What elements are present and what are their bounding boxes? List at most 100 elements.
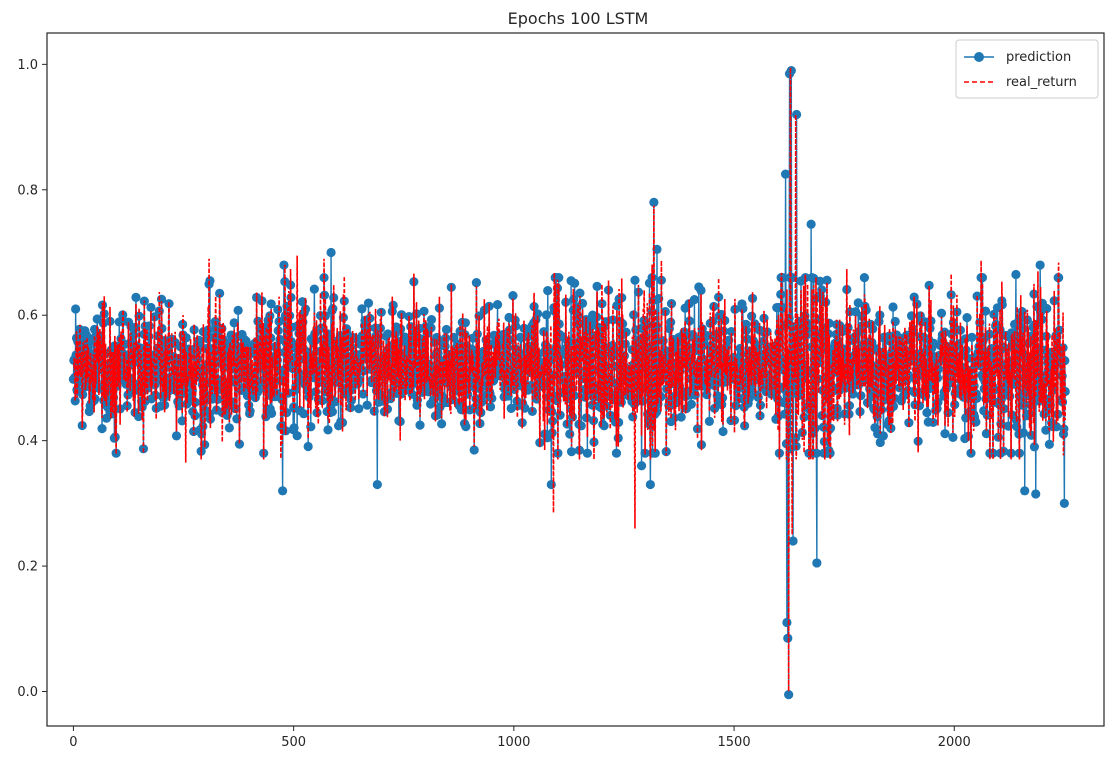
prediction-point [967, 332, 977, 342]
prediction-point [582, 448, 592, 458]
prediction-point [273, 304, 283, 315]
y-axis: 0.0 0.2 0.4 0.6 0.8 1.0 [17, 58, 47, 700]
x-tick-label-0: 0 [69, 735, 77, 750]
prediction-point [131, 292, 141, 302]
prediction-point [278, 486, 288, 496]
prediction-point [636, 461, 647, 471]
prediction-point [471, 278, 482, 288]
prediction-point [786, 66, 796, 76]
legend: prediction real_return [955, 39, 1099, 99]
prediction-point [171, 431, 182, 441]
prediction-point [718, 426, 728, 437]
prediction-point [565, 429, 575, 439]
prediction-point [686, 399, 696, 409]
y-tick-label-4: 0.8 [17, 183, 38, 198]
prediction-point [267, 408, 277, 418]
plot-area [46, 32, 1105, 727]
prediction-point [265, 311, 275, 321]
prediction-point [363, 298, 374, 308]
prediction-point [461, 422, 471, 432]
y-tick-label-1: 0.2 [17, 560, 38, 575]
prediction-point [372, 479, 382, 490]
prediction-point [303, 441, 313, 452]
prediction-point [309, 284, 319, 294]
prediction-point [205, 276, 215, 286]
prediction-point [437, 419, 447, 429]
prediction-point [70, 396, 80, 406]
prediction-point [279, 260, 289, 270]
prediction-point [576, 421, 586, 431]
prediction-point [440, 333, 451, 343]
prediction-point [233, 305, 243, 315]
prediction-point [788, 536, 798, 546]
prediction-point [415, 420, 425, 430]
prediction-point [791, 109, 802, 120]
legend-label-prediction: prediction [1006, 50, 1071, 65]
prediction-point [704, 416, 714, 426]
prediction-point [738, 303, 748, 314]
prediction-point [1005, 391, 1015, 401]
prediction-point [354, 404, 364, 414]
prediction-point [326, 247, 336, 258]
prediction-point [780, 169, 791, 179]
prediction-point [362, 400, 372, 410]
prediction-point [977, 272, 988, 283]
prediction-point [782, 617, 792, 628]
prediction-point [428, 395, 438, 405]
prediction-point [936, 308, 947, 318]
prediction-point [292, 431, 302, 441]
prediction-point [1011, 269, 1021, 280]
prediction-point [940, 429, 950, 439]
prediction-point [630, 275, 640, 285]
y-tick-label-3: 0.6 [17, 309, 38, 324]
prediction-point [948, 432, 958, 442]
prediction-point [71, 304, 81, 314]
prediction-point [541, 310, 552, 320]
prediction-point [592, 281, 602, 291]
legend-label-real-return: real_return [1006, 75, 1077, 90]
prediction-point [83, 341, 93, 352]
prediction-point [546, 479, 556, 490]
x-tick-label-2000: 2000 [938, 735, 971, 750]
prediction-point [645, 479, 655, 490]
prediction-point [97, 424, 107, 434]
prediction-point [689, 294, 700, 305]
prediction-point [817, 285, 827, 295]
prediction-point [441, 324, 452, 335]
prediction-point [696, 285, 706, 295]
x-tick-label-1500: 1500 [718, 735, 751, 750]
prediction-point [784, 690, 794, 700]
y-tick-label-0: 0.0 [17, 685, 38, 700]
prediction-point [812, 558, 822, 568]
prediction-point [676, 412, 686, 422]
prediction-point [890, 316, 900, 327]
prediction-point [922, 408, 932, 418]
prediction-point [299, 409, 309, 419]
prediction-point [1020, 486, 1030, 496]
prediction-point [146, 302, 156, 313]
prediction-point [469, 445, 479, 455]
prediction-point [783, 633, 793, 643]
prediction-point [859, 272, 870, 283]
prediction-point [543, 286, 553, 296]
prediction-point [1031, 489, 1041, 499]
prediction-point [1035, 260, 1045, 270]
legend-marker-prediction [974, 52, 984, 62]
prediction-point [566, 447, 577, 457]
y-tick-label-2: 0.4 [17, 434, 38, 449]
prediction-point [492, 300, 503, 310]
prediction-point [224, 423, 234, 433]
prediction-point [806, 219, 816, 229]
prediction-point [962, 312, 972, 323]
x-tick-label-500: 500 [281, 735, 306, 750]
prediction-point [323, 425, 333, 435]
x-tick-label-1000: 1000 [497, 735, 530, 750]
prediction-point [570, 278, 580, 288]
y-tick-label-5: 1.0 [17, 58, 38, 73]
prediction-point [426, 314, 437, 325]
prediction-point [611, 448, 622, 458]
prediction-point [888, 302, 898, 312]
prediction-point [554, 273, 564, 283]
